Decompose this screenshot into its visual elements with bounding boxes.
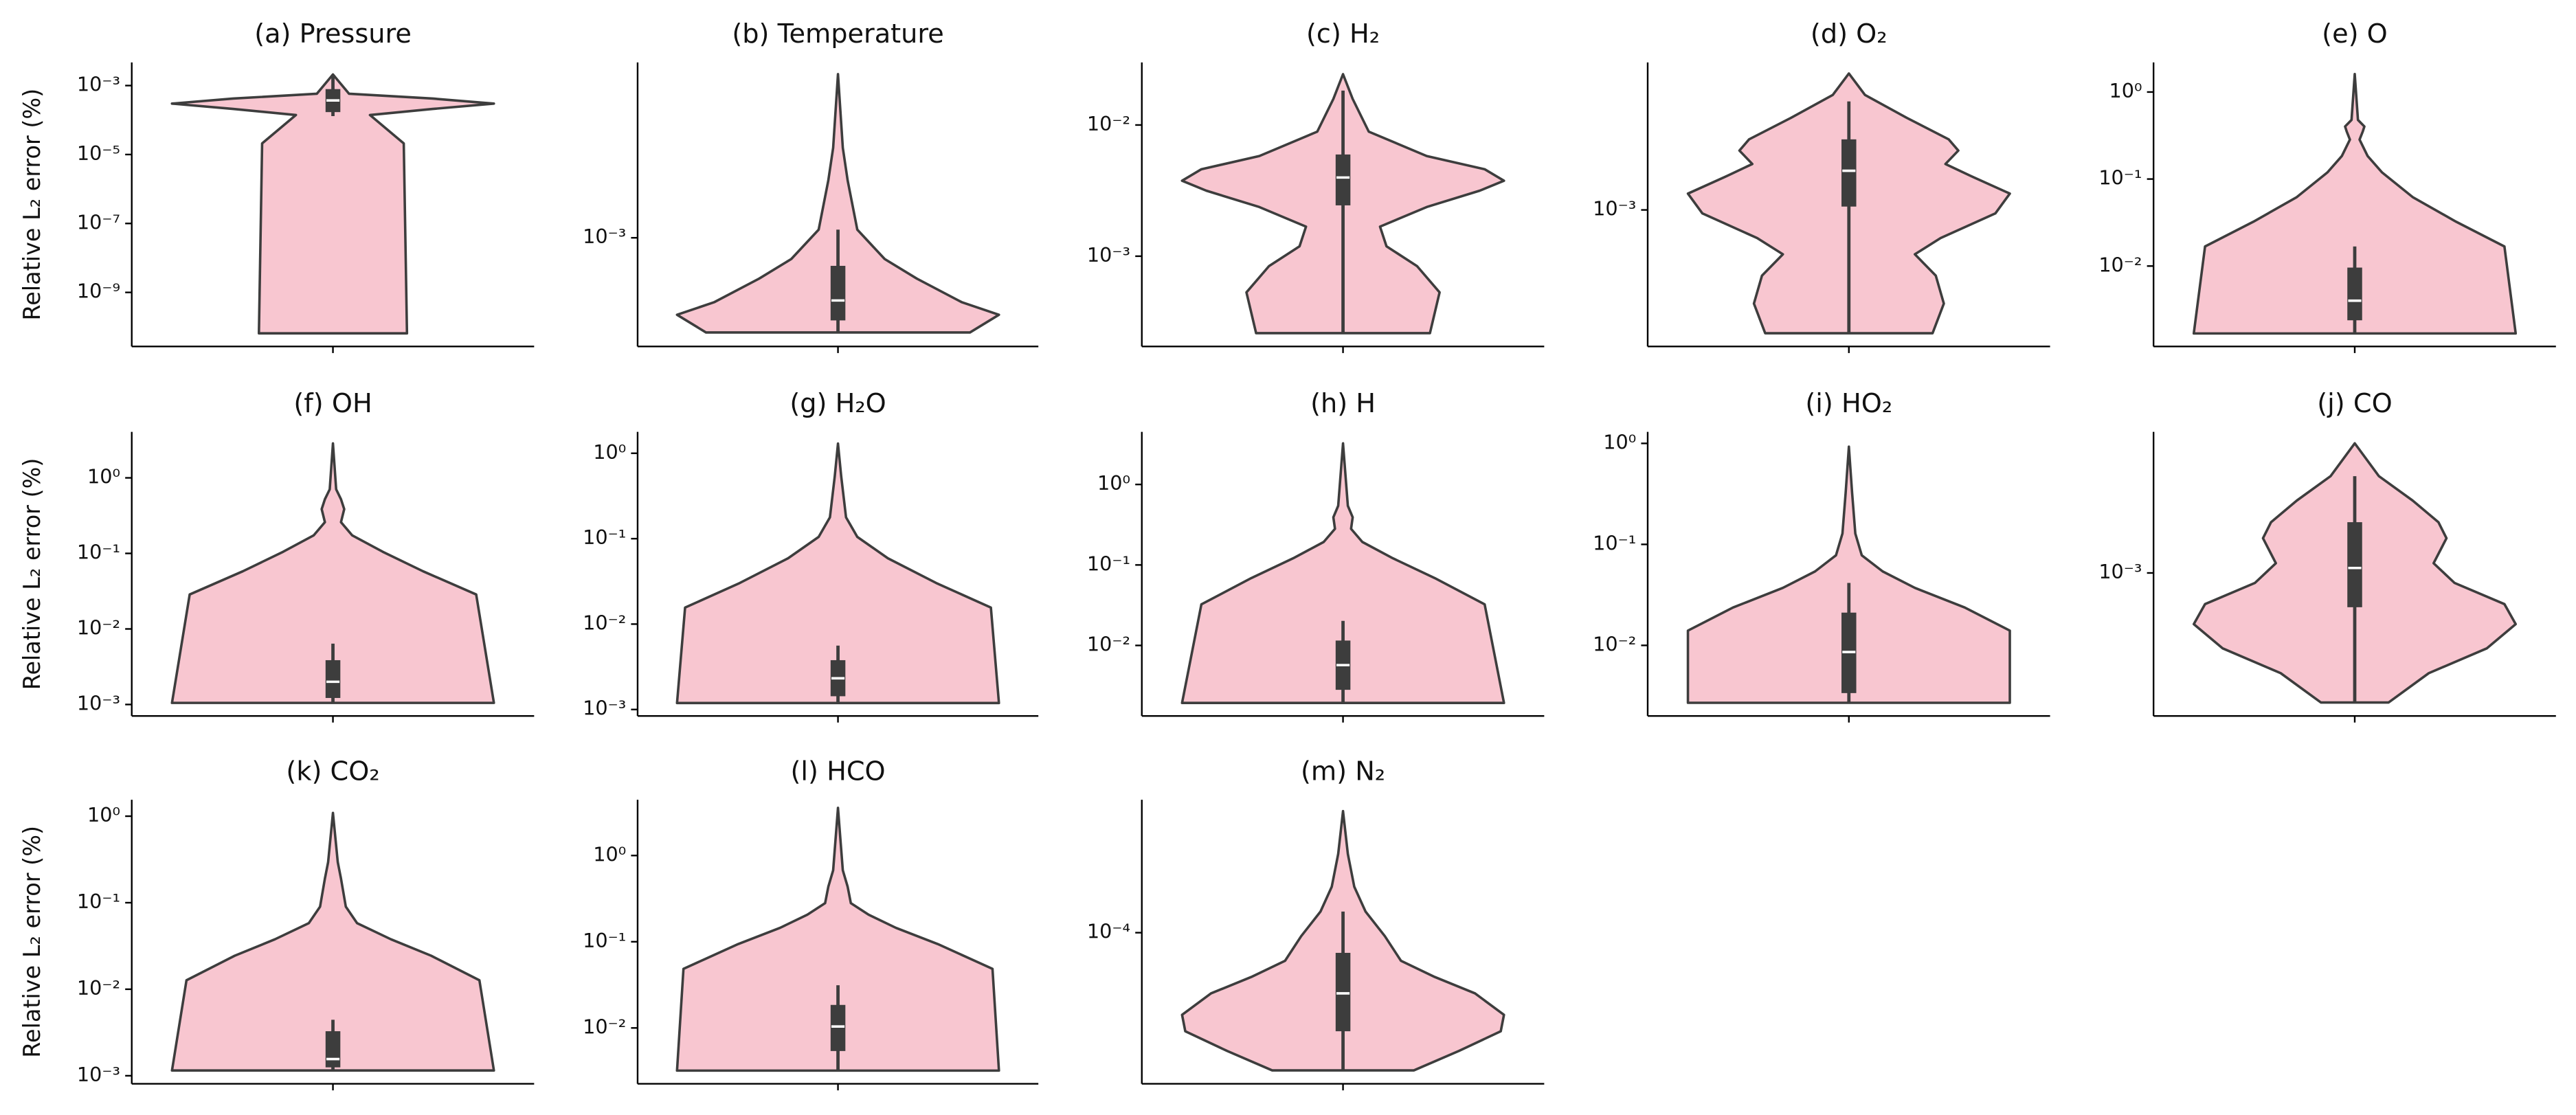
panel-title: (c) H₂: [1306, 19, 1380, 49]
panel-title: (h) H: [1310, 389, 1376, 419]
y-tick-label: 10⁻³: [77, 73, 120, 96]
box: [1335, 154, 1351, 205]
y-tick-label: 10⁻¹: [2098, 166, 2142, 190]
panel-title: (i) HO₂: [1805, 389, 1892, 419]
y-tick-label: 10⁰: [87, 465, 120, 488]
y-tick-label: 10⁻²: [583, 1015, 626, 1038]
y-tick-label: 10⁻⁹: [77, 280, 120, 303]
y-tick-label: 10⁻³: [77, 1063, 120, 1086]
violin: [2192, 72, 2518, 335]
y-tick-label: 10⁰: [2109, 79, 2142, 102]
y-tick-label: 10⁻²: [1593, 632, 1636, 655]
box: [2347, 267, 2362, 321]
y-tick-label: 10⁻³: [1593, 197, 1636, 221]
box: [830, 1004, 846, 1051]
y-tick-label: 10⁻³: [1087, 243, 1130, 267]
y-tick-label: 10⁻¹: [77, 541, 120, 564]
y-tick-label: 10⁻²: [77, 976, 120, 1000]
y-tick-label: 10⁰: [593, 440, 626, 464]
y-tick-label: 10⁰: [87, 803, 120, 826]
panel-title: (g) H₂O: [789, 389, 886, 419]
y-tick-label: 10⁰: [1603, 430, 1636, 453]
y-axis-label: Relative L₂ error (%): [19, 826, 45, 1058]
box: [1335, 952, 1351, 1032]
box: [325, 660, 341, 698]
violin: [675, 807, 1000, 1072]
y-tick-label: 10⁻³: [77, 691, 120, 714]
box: [325, 1031, 341, 1068]
violin: [1686, 445, 2011, 704]
violin: [675, 442, 1000, 705]
box: [830, 265, 846, 321]
violin: [170, 442, 495, 704]
panel-title: (j) CO: [2317, 389, 2392, 419]
y-tick-label: 10⁻³: [583, 697, 626, 720]
violin: [170, 811, 495, 1072]
y-tick-label: 10⁻¹: [583, 929, 626, 952]
panel-title: (d) O₂: [1811, 19, 1888, 49]
y-tick-label: 10⁻³: [583, 225, 626, 248]
y-tick-label: 10⁻²: [1087, 633, 1130, 656]
panel-title: (m) N₂: [1301, 756, 1385, 787]
y-tick-label: 10⁻⁴: [1087, 920, 1130, 943]
y-tick-label: 10⁻²: [1087, 112, 1130, 135]
box: [2347, 522, 2362, 607]
y-tick-label: 10⁰: [593, 842, 626, 866]
y-tick-label: 10⁻²: [2098, 253, 2142, 276]
y-tick-label: 10⁻²: [77, 616, 120, 639]
panel-title: (f) OH: [293, 389, 372, 419]
panel-title: (e) O: [2322, 19, 2388, 49]
y-axis-label: Relative L₂ error (%): [19, 89, 45, 321]
y-tick-label: 10⁻¹: [1087, 552, 1130, 575]
y-tick-label: 10⁻⁷: [77, 210, 120, 234]
panel-title: (l) HCO: [790, 756, 885, 787]
y-tick-label: 10⁻⁵: [77, 142, 120, 165]
y-tick-label: 10⁻¹: [77, 890, 120, 913]
panel-title: (k) CO₂: [286, 756, 379, 787]
y-tick-label: 10⁻³: [2098, 560, 2142, 583]
y-axis-label: Relative L₂ error (%): [19, 458, 45, 690]
box: [1841, 139, 1857, 207]
y-tick-label: 10⁻¹: [583, 526, 626, 549]
violin: [675, 73, 1000, 334]
y-tick-label: 10⁰: [1097, 471, 1130, 495]
violin: [1180, 442, 1505, 704]
violin: [170, 73, 495, 335]
panel-title: (b) Temperature: [732, 19, 943, 49]
y-tick-label: 10⁻²: [583, 611, 626, 634]
panel-title: (a) Pressure: [254, 19, 412, 49]
y-tick-label: 10⁻¹: [1593, 531, 1636, 554]
